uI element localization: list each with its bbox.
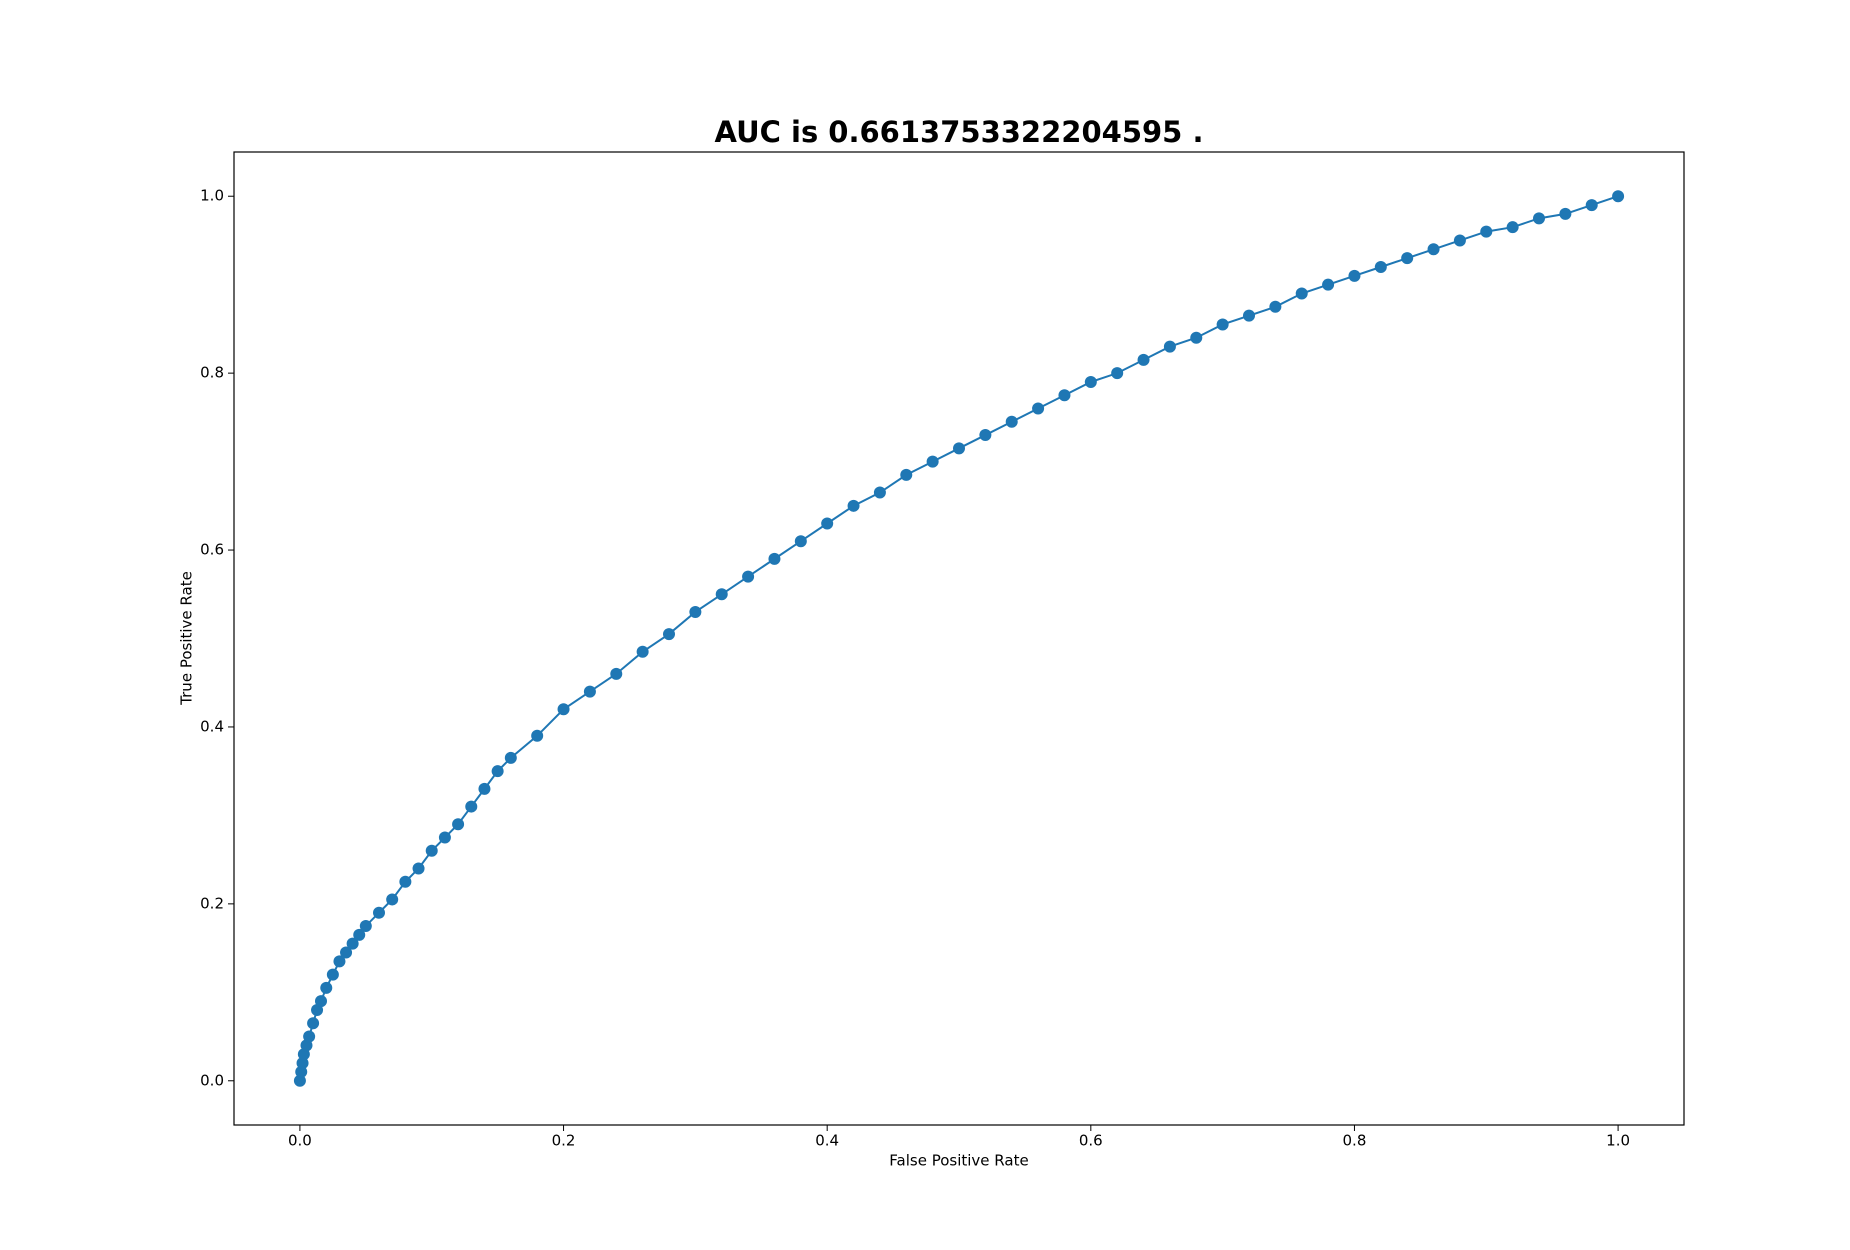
x-tick-label: 0.0: [288, 1132, 312, 1150]
y-tick-label: 0.8: [200, 364, 224, 382]
point: [821, 517, 834, 530]
point: [768, 552, 781, 565]
point: [315, 995, 327, 1008]
point: [326, 968, 339, 981]
point: [1559, 207, 1572, 220]
point: [293, 1074, 306, 1087]
point: [1612, 190, 1625, 203]
point: [333, 955, 346, 968]
point: [1005, 415, 1018, 428]
point: [1401, 252, 1414, 265]
point: [359, 919, 372, 932]
point: [373, 906, 385, 919]
point: [1058, 389, 1071, 402]
point: [465, 800, 478, 813]
point: [1322, 278, 1335, 291]
point: [491, 765, 504, 778]
y-tick-label: 0.4: [200, 717, 224, 735]
point: [303, 1030, 316, 1043]
point: [1163, 340, 1176, 353]
point: [926, 455, 939, 468]
point: [1453, 234, 1466, 247]
point: [1243, 309, 1255, 322]
point: [504, 751, 517, 764]
point: [438, 831, 451, 844]
point: [478, 782, 491, 795]
point: [1190, 331, 1203, 344]
point: [1032, 402, 1045, 415]
point: [583, 685, 596, 698]
x-tick-label: 0.8: [1343, 1132, 1367, 1150]
x-tick-label: 1.0: [1606, 1132, 1630, 1150]
point: [340, 946, 353, 959]
point: [689, 605, 702, 618]
x-tick-label: 0.4: [815, 1132, 839, 1150]
point: [452, 818, 465, 831]
point: [425, 844, 438, 857]
x-tick-label: 0.2: [552, 1132, 576, 1150]
point: [295, 1065, 308, 1078]
point: [873, 486, 886, 499]
point: [1269, 300, 1282, 313]
point: [663, 628, 675, 641]
point: [531, 729, 544, 742]
point: [386, 893, 399, 906]
chart-title: AUC is 0.6613753322204595 .: [715, 115, 1204, 149]
point: [1137, 353, 1150, 366]
point: [1427, 243, 1440, 256]
point: [296, 1057, 309, 1070]
y-axis-label: True Positive Rate: [178, 571, 196, 706]
point: [307, 1017, 320, 1030]
point: [900, 468, 913, 481]
point: [715, 588, 728, 601]
point: [847, 499, 860, 512]
point: [320, 981, 333, 994]
point: [557, 703, 570, 716]
point: [794, 535, 807, 548]
y-tick-label: 1.0: [200, 187, 224, 205]
y-tick-label: 0.6: [200, 541, 224, 559]
point: [636, 645, 649, 658]
point: [1295, 287, 1308, 300]
x-axis-label: False Positive Rate: [889, 1152, 1028, 1170]
point: [346, 937, 359, 950]
point: [1533, 212, 1545, 225]
point: [979, 429, 992, 442]
point: [1348, 269, 1361, 282]
point: [953, 442, 965, 455]
point: [1506, 221, 1519, 234]
point: [399, 875, 412, 888]
axes-frame: [233, 151, 1685, 1126]
point: [412, 862, 425, 875]
x-tick-label: 0.6: [1079, 1132, 1103, 1150]
point: [1374, 260, 1387, 273]
point: [353, 928, 366, 941]
point: [1084, 375, 1097, 388]
point: [1480, 225, 1493, 238]
point: [742, 570, 755, 583]
point: [1111, 367, 1124, 380]
point: [610, 667, 623, 680]
y-tick-label: 0.2: [200, 894, 224, 912]
point: [1216, 318, 1229, 331]
point: [1585, 199, 1598, 212]
y-tick-label: 0.0: [200, 1071, 224, 1089]
